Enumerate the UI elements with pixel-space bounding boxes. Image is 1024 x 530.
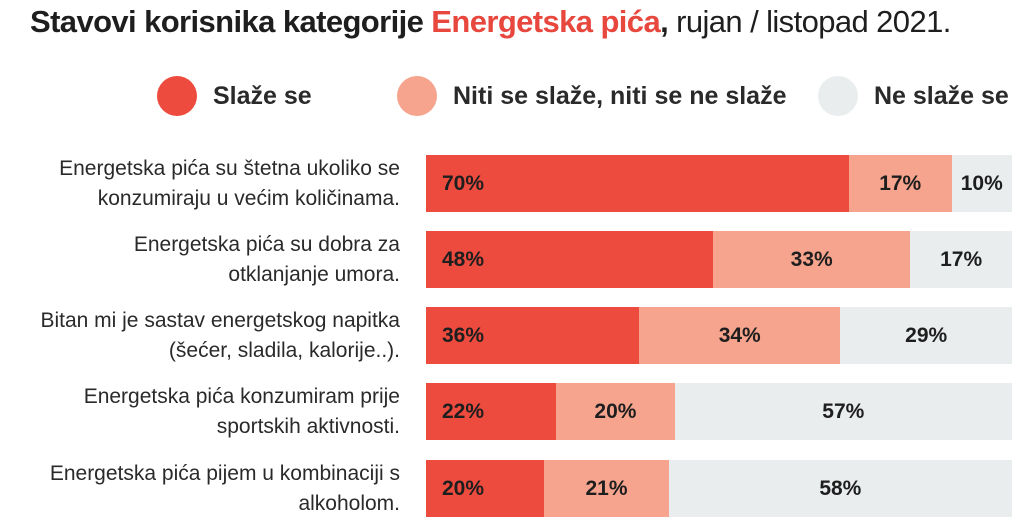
legend-item-disagree: Ne slaže se	[818, 76, 1009, 116]
bar-segment-neutral: 21%	[544, 460, 669, 517]
category-label-line: Energetska pića su dobra za	[133, 232, 400, 256]
legend-label-disagree: Ne slaže se	[874, 81, 1009, 110]
data-label: 21%	[585, 476, 628, 500]
category-label: Energetska pića konzumiram prije sportski…	[20, 382, 400, 442]
category-label: Bitan mi je sastav energetskog napitka (š…	[20, 306, 400, 366]
data-label: 22%	[442, 399, 485, 423]
bar-segment-agree: 48%	[426, 231, 714, 288]
title-comma: ,	[660, 4, 669, 39]
category-label-line: otklanjanje umora.	[228, 262, 400, 286]
legend-item-agree: Slaže se	[157, 76, 312, 116]
bar-segment-disagree: 57%	[674, 383, 1012, 440]
stacked-bar: 70% 17% 10%	[426, 155, 1012, 212]
data-label: 58%	[819, 476, 862, 500]
data-label: 20%	[594, 399, 637, 423]
stacked-bar: 48% 33% 17%	[426, 231, 1012, 288]
bar-segment-disagree: 29%	[840, 307, 1012, 364]
legend-item-neutral: Niti se slaže, niti se ne slaže	[397, 76, 786, 116]
category-label-line: (šećer, sladila, kalorije..).	[168, 338, 400, 362]
legend-swatch-disagree	[818, 76, 858, 116]
category-label-line: Energetska pića konzumiram prije	[83, 384, 400, 408]
stacked-bar: 22% 20% 57%	[426, 383, 1012, 440]
data-label: 48%	[442, 247, 485, 271]
data-label: 10%	[960, 171, 1003, 195]
data-label: 70%	[442, 171, 485, 195]
category-label-line: Energetska pića pijem u kombinaciji s	[49, 461, 400, 485]
data-label: 29%	[905, 323, 948, 347]
bar-segment-neutral: 33%	[713, 231, 911, 288]
title-prefix: Stavovi korisnika kategorije	[30, 4, 432, 39]
category-label: Energetska pića su dobra za otklanjanje u…	[20, 230, 400, 290]
bar-segment-disagree: 10%	[951, 155, 1012, 212]
data-label: 17%	[940, 247, 983, 271]
legend-label-agree: Slaže se	[213, 81, 312, 110]
chart-title: Stavovi korisnika kategorije Energetska …	[30, 4, 951, 40]
bar-segment-disagree: 17%	[910, 231, 1012, 288]
bar-segment-neutral: 34%	[639, 307, 841, 364]
legend-swatch-agree	[157, 76, 197, 116]
legend-swatch-neutral	[397, 76, 437, 116]
category-label-line: Bitan mi je sastav energetskog napitka	[40, 308, 400, 332]
bar-segment-neutral: 20%	[556, 383, 675, 440]
bar-segment-agree: 22%	[426, 383, 557, 440]
category-label-line: Energetska pića su štetna ukoliko se	[59, 156, 400, 180]
data-label: 57%	[822, 399, 865, 423]
bar-segment-agree: 36%	[426, 307, 640, 364]
legend-label-neutral: Niti se slaže, niti se ne slaže	[453, 81, 787, 110]
data-label: 36%	[442, 323, 485, 347]
stacked-bar: 20% 21% 58%	[426, 460, 1012, 517]
data-label: 34%	[718, 323, 761, 347]
data-label: 33%	[790, 247, 833, 271]
category-label-line: alkoholom.	[298, 491, 400, 515]
bar-segment-neutral: 17%	[848, 155, 952, 212]
category-label-line: konzumiraju u većim količinama.	[97, 186, 400, 210]
data-label: 17%	[879, 171, 922, 195]
title-highlight: Energetska pića	[431, 4, 661, 39]
category-label-line: sportskih aktivnosti.	[216, 414, 400, 438]
stacked-bar: 36% 34% 29%	[426, 307, 1012, 364]
data-label: 20%	[442, 476, 485, 500]
category-label: Energetska pića pijem u kombinaciji s alk…	[20, 459, 400, 519]
category-label: Energetska pića su štetna ukoliko se konz…	[20, 154, 400, 214]
bar-segment-agree: 70%	[426, 155, 849, 212]
title-suffix: rujan / listopad 2021.	[668, 4, 951, 39]
bar-segment-agree: 20%	[426, 460, 545, 517]
bar-segment-disagree: 58%	[668, 460, 1012, 517]
